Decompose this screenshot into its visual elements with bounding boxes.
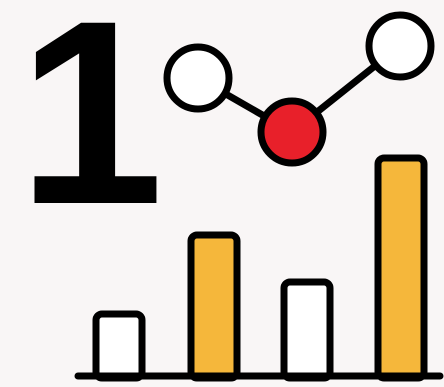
node-center-highlighted bbox=[257, 97, 327, 167]
node-right bbox=[365, 11, 435, 81]
bar-4-highlighted bbox=[374, 154, 428, 382]
bar-1 bbox=[92, 310, 146, 382]
bar-chart-icon bbox=[92, 154, 428, 382]
connected-nodes-icon bbox=[163, 11, 435, 167]
node-left bbox=[163, 43, 233, 113]
bar-2-highlighted bbox=[187, 231, 241, 382]
bar-3 bbox=[280, 278, 334, 382]
